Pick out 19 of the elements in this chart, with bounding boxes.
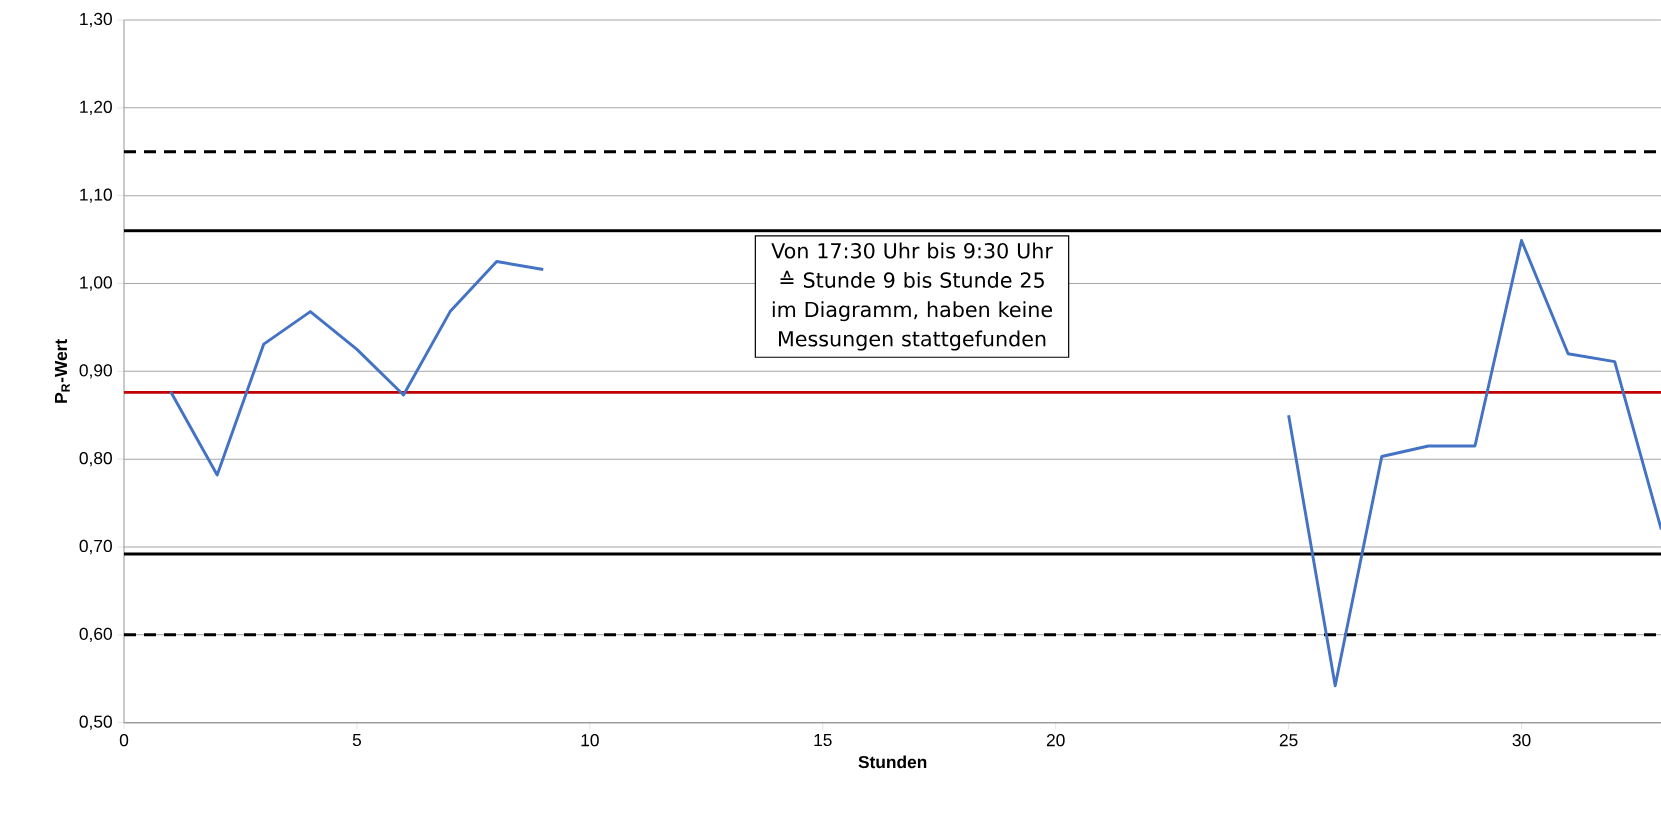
y-tick-label: 1,00 xyxy=(80,276,112,291)
y-tick-label: 0,60 xyxy=(79,627,112,642)
annotation: Von 17:30 Uhr bis 9:30 Uhr ≙ Stunde 9 bis Stunde 25 im Diagramm, haben keine Messungen stattgefunden xyxy=(771,242,1053,351)
x-tick-label: 20 xyxy=(1046,734,1065,747)
x-axis-title: Stunden xyxy=(858,755,927,769)
y-tick-label: 0,50 xyxy=(79,715,112,730)
y-tick-label: 1,20 xyxy=(80,100,112,115)
y-tick-label: 1,10 xyxy=(80,188,112,203)
x-tick-label: 30 xyxy=(1512,734,1531,747)
y-tick-label: 0,90 xyxy=(79,364,112,379)
text: P$_{R}$-Wert xyxy=(54,339,70,403)
x-tick-label: 15 xyxy=(814,734,832,747)
x-tick-label: 25 xyxy=(1279,734,1298,747)
x-tick-label: 5 xyxy=(352,734,362,747)
y-tick-label: 1,30 xyxy=(80,12,112,28)
y-tick-label: 0,70 xyxy=(79,539,112,555)
x-tick-label: 0 xyxy=(119,734,129,747)
x-tick-label: 10 xyxy=(581,734,599,747)
y-tick-label: 0,80 xyxy=(79,451,112,467)
